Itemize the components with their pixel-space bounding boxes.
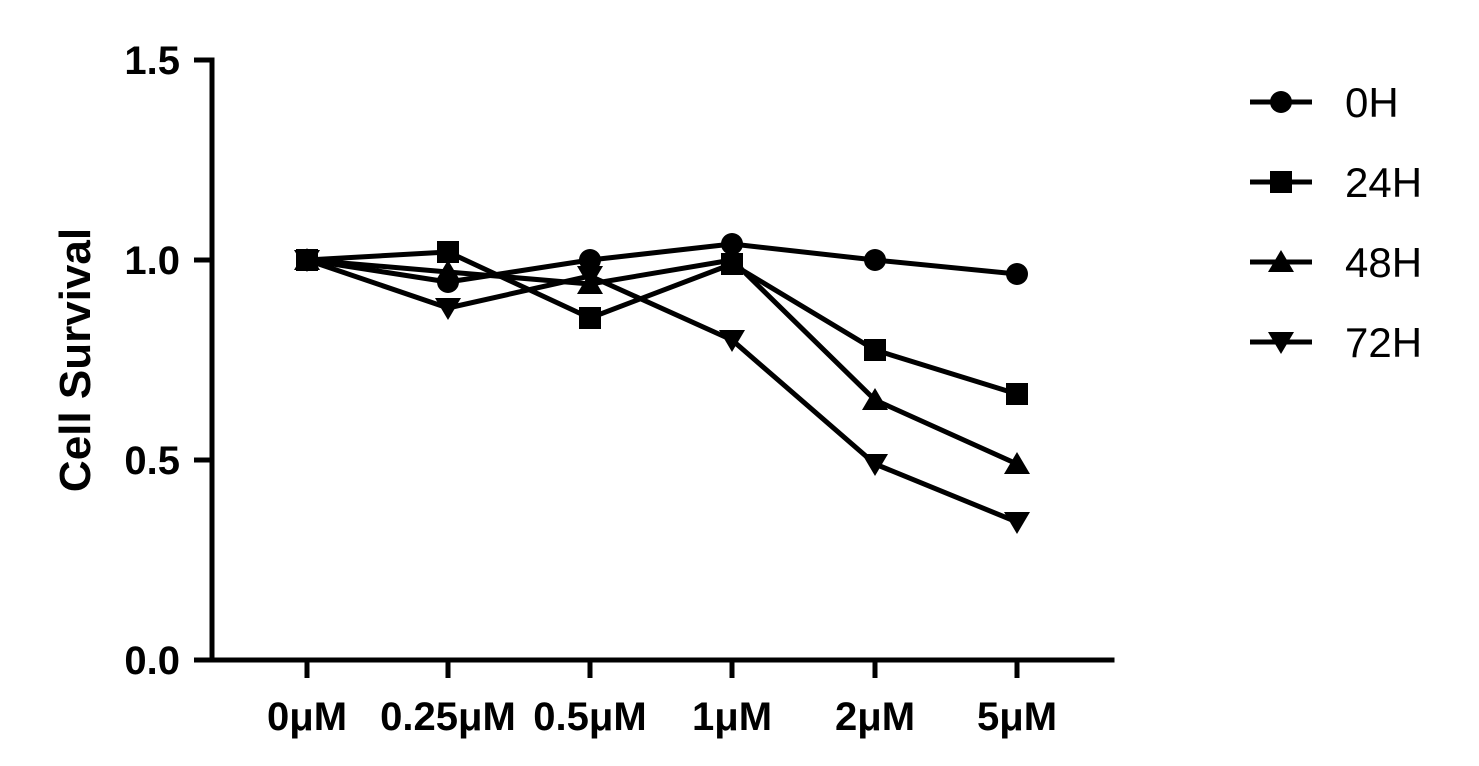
data-point: [719, 330, 745, 352]
series-line-0H: [306, 241, 1018, 285]
data-point: [1004, 512, 1030, 534]
series-0H: [296, 233, 1028, 293]
x-tick-label: 1μM: [692, 695, 772, 739]
data-point: [1006, 383, 1028, 405]
series-layer: [294, 233, 1030, 534]
legend-item: 72H: [1250, 319, 1422, 366]
legend-item: 48H: [1250, 239, 1422, 286]
series-line-72H: [306, 257, 1018, 525]
data-point: [864, 249, 886, 271]
legend-item: 24H: [1250, 159, 1422, 206]
x-tick-label: 2μM: [835, 695, 915, 739]
x-ticks: 0μM 0.25μM 0.5μM 1μM 2μM 5μM: [267, 660, 1057, 739]
legend-label: 72H: [1345, 319, 1422, 366]
legend-marker: [1268, 332, 1294, 354]
data-point: [437, 241, 459, 263]
x-tick-label: 5μM: [977, 695, 1057, 739]
legend: 0H 24H 48H 72H: [1250, 79, 1422, 366]
data-point: [579, 307, 601, 329]
series-line-48H: [306, 257, 1019, 467]
y-tick-label: 1.0: [124, 239, 180, 283]
series-48H: [294, 248, 1030, 474]
y-tick-label: 0.0: [124, 639, 180, 683]
data-point: [862, 454, 888, 476]
data-point: [864, 339, 886, 361]
series-line-24H: [306, 249, 1018, 397]
data-point: [862, 388, 888, 410]
legend-marker: [1270, 91, 1292, 113]
legend-marker: [1268, 250, 1294, 272]
legend-marker: [1270, 171, 1292, 193]
data-point: [294, 250, 320, 272]
y-axis-title: Cell Survival: [51, 228, 100, 492]
x-tick-label: 0μM: [267, 695, 347, 739]
data-point: [435, 260, 461, 282]
y-tick-label: 0.5: [124, 439, 180, 483]
legend-label: 24H: [1345, 159, 1422, 206]
data-point: [577, 266, 603, 288]
legend-label: 0H: [1345, 79, 1399, 126]
data-point: [1004, 452, 1030, 474]
data-point: [435, 298, 461, 320]
data-point: [1006, 263, 1028, 285]
x-tick-label: 0.5μM: [533, 695, 646, 739]
legend-item: 0H: [1250, 79, 1399, 126]
data-point: [719, 248, 745, 270]
legend-label: 48H: [1345, 239, 1422, 286]
series-72H: [294, 250, 1030, 534]
x-tick-label: 0.25μM: [380, 695, 516, 739]
axes: [209, 57, 1115, 663]
data-point: [721, 233, 743, 255]
y-tick-label: 1.5: [124, 39, 180, 83]
y-ticks: 0.0 0.5 1.0 1.5: [124, 39, 212, 683]
data-point: [579, 249, 601, 271]
